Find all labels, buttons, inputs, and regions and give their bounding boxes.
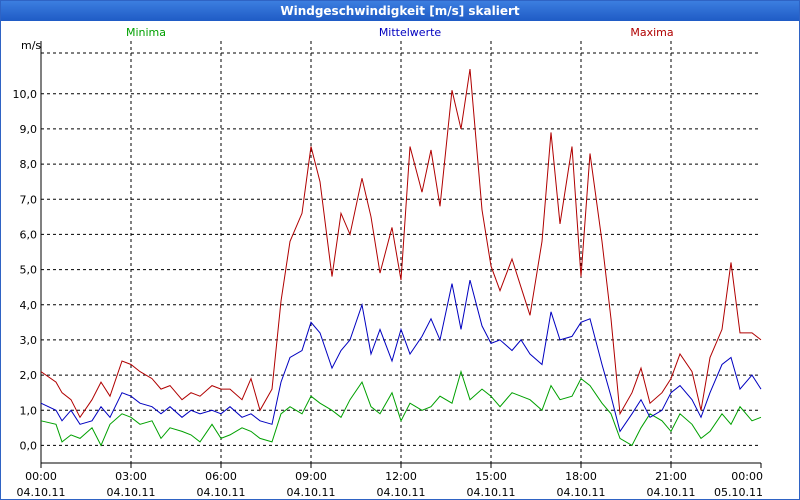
legend-minima: Minima — [126, 26, 166, 39]
y-tick-label: 7,0 — [20, 193, 38, 206]
chart-title: Windgeschwindigkeit [m/s] skaliert — [1, 1, 799, 21]
x-tick-time: 09:00 — [295, 470, 327, 483]
x-tick-time: 21:00 — [655, 470, 687, 483]
series-line-minima — [40, 369, 762, 447]
series-lines — [40, 69, 762, 447]
x-tick-date: 04.10.11 — [197, 486, 246, 499]
legend-maxima: Maxima — [630, 26, 673, 39]
x-tick-time: 12:00 — [385, 470, 417, 483]
series-line-maxima — [40, 69, 762, 419]
y-tick-label: 8,0 — [20, 158, 38, 171]
x-tick-labels: 00:00 04.10.11 03:00 04.10.11 06:00 04.10.11 0… — [17, 463, 763, 499]
x-tick-date: 04.10.11 — [107, 486, 156, 499]
y-tick-label: 5,0 — [20, 264, 38, 277]
x-tick-date: 04.10.11 — [557, 486, 606, 499]
x-tick-time: 00:00 — [25, 470, 57, 483]
y-tick-label: 4,0 — [20, 299, 38, 312]
y-tick-label: 9,0 — [20, 123, 38, 136]
x-tick-date: 04.10.11 — [287, 486, 336, 499]
y-tick-label: 10,0 — [13, 88, 38, 101]
x-tick-time: 06:00 — [205, 470, 237, 483]
y-tick-label: 0,0 — [20, 439, 38, 452]
x-tick-time: 15:00 — [475, 470, 507, 483]
grid-lines — [41, 41, 761, 463]
y-tick-label: 1,0 — [20, 404, 38, 417]
y-tick-labels: 0,0 1,0 2,0 3,0 4,0 5,0 6,0 7,0 8,0 9,0 10,0 — [13, 88, 38, 453]
x-tick-date: 05.10.11 — [714, 486, 763, 499]
series-line-mittelwerte — [40, 279, 762, 433]
x-tick-time: 00:00 — [731, 470, 763, 483]
legend: Minima Mittelwerte Maxima — [126, 26, 674, 39]
x-tick-time: 18:00 — [565, 470, 597, 483]
y-tick-label: 2,0 — [20, 369, 38, 382]
legend-mittelwerte: Mittelwerte — [379, 26, 442, 39]
x-tick-date: 04.10.11 — [647, 486, 696, 499]
y-tick-label: 3,0 — [20, 334, 38, 347]
x-tick-date: 04.10.11 — [467, 486, 516, 499]
x-tick-date: 04.10.11 — [17, 486, 66, 499]
y-axis-label: m/s — [21, 39, 41, 52]
x-tick-date: 04.10.11 — [377, 486, 426, 499]
x-tick-time: 03:00 — [115, 470, 147, 483]
y-tick-label: 6,0 — [20, 228, 38, 241]
